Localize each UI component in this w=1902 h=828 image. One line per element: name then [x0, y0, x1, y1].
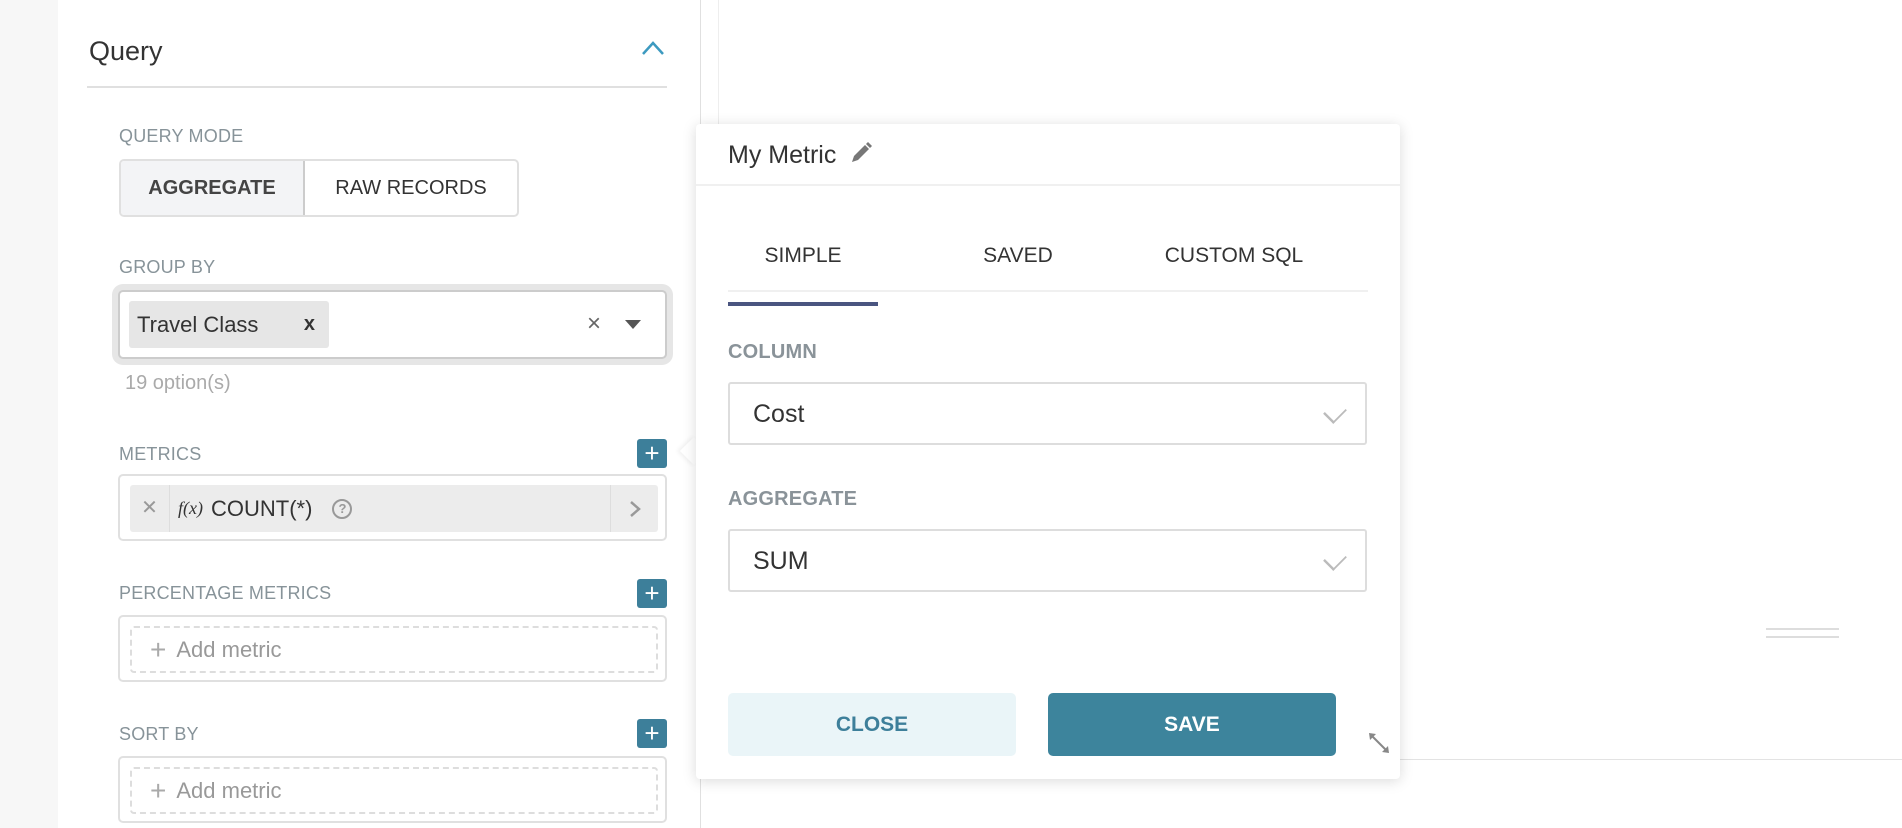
plus-icon: +: [150, 633, 167, 665]
query-mode-label: QUERY MODE: [119, 126, 244, 146]
resize-handle: [1766, 636, 1839, 638]
close-button[interactable]: CLOSE: [728, 693, 1016, 756]
control-panel: [58, 0, 700, 828]
metric-popover: My Metric SIMPLE SAVED CUSTOM SQL COLUMN…: [696, 124, 1400, 779]
remove-metric-icon[interactable]: ✕: [130, 485, 170, 532]
tab-custom-sql[interactable]: CUSTOM SQL: [1164, 244, 1304, 267]
pencil-icon[interactable]: [849, 141, 873, 165]
query-mode-toggle: AGGREGATE RAW RECORDS: [119, 159, 519, 217]
metric-tabs: SIMPLE SAVED CUSTOM SQL: [728, 230, 1368, 306]
section-title: Query: [89, 36, 163, 66]
sort-by-box: + Add metric: [118, 756, 667, 823]
resize-icon[interactable]: [1366, 730, 1392, 756]
left-gutter: [0, 0, 58, 828]
caret-down-icon[interactable]: [625, 320, 641, 329]
tab-simple[interactable]: SIMPLE: [728, 244, 878, 306]
column-value: Cost: [753, 400, 805, 428]
remove-tag-icon[interactable]: x: [303, 313, 315, 335]
column-label: COLUMN: [728, 341, 817, 363]
chevron-down-icon: [1323, 547, 1347, 571]
metric-label: COUNT(*): [210, 495, 313, 521]
save-button[interactable]: SAVE: [1048, 693, 1336, 756]
aggregate-value: SUM: [753, 547, 809, 575]
metrics-box: ✕ f(x) COUNT(*) ?: [118, 474, 667, 541]
placeholder-text: Add metric: [176, 777, 282, 803]
raw-records-mode-button[interactable]: RAW RECORDS: [335, 176, 487, 199]
group-by-tag: Travel Class x: [129, 301, 329, 348]
add-percentage-metric-placeholder[interactable]: + Add metric: [130, 626, 658, 673]
metric-chip[interactable]: ✕ f(x) COUNT(*) ?: [130, 485, 658, 532]
tab-saved[interactable]: SAVED: [983, 244, 1053, 267]
placeholder-text: Add metric: [176, 636, 282, 662]
add-sort-metric-placeholder[interactable]: + Add metric: [130, 767, 658, 814]
group-by-label: GROUP BY: [119, 257, 216, 277]
aggregate-mode-button[interactable]: AGGREGATE: [121, 161, 305, 215]
divider: [1400, 759, 1902, 760]
percentage-metrics-label: PERCENTAGE METRICS: [119, 583, 332, 603]
chevron-right-icon[interactable]: [610, 485, 658, 532]
column-select[interactable]: Cost: [728, 382, 1367, 445]
chevron-down-icon: [1323, 400, 1347, 424]
aggregate-label: AGGREGATE: [728, 488, 858, 510]
sort-by-label: SORT BY: [119, 724, 199, 744]
add-metric-button[interactable]: +: [637, 439, 667, 468]
options-count: 19 option(s): [125, 372, 231, 394]
metrics-label: METRICS: [119, 444, 202, 464]
popover-header: My Metric: [696, 124, 1400, 186]
help-icon[interactable]: ?: [332, 498, 353, 519]
plus-icon: +: [150, 774, 167, 806]
resize-handle: [1766, 628, 1839, 630]
add-percentage-metric-button[interactable]: +: [637, 579, 667, 608]
group-by-select[interactable]: Travel Class x ×: [118, 290, 667, 359]
metric-title[interactable]: My Metric: [728, 141, 837, 169]
add-sort-button[interactable]: +: [637, 719, 667, 748]
chevron-up-icon[interactable]: [640, 38, 666, 58]
divider: [718, 0, 719, 124]
clear-icon[interactable]: ×: [586, 310, 601, 337]
section-divider: [87, 86, 667, 88]
percentage-metrics-box: + Add metric: [118, 615, 667, 682]
aggregate-select[interactable]: SUM: [728, 529, 1367, 592]
tag-label: Travel Class: [137, 311, 259, 337]
function-icon: f(x): [178, 498, 203, 518]
